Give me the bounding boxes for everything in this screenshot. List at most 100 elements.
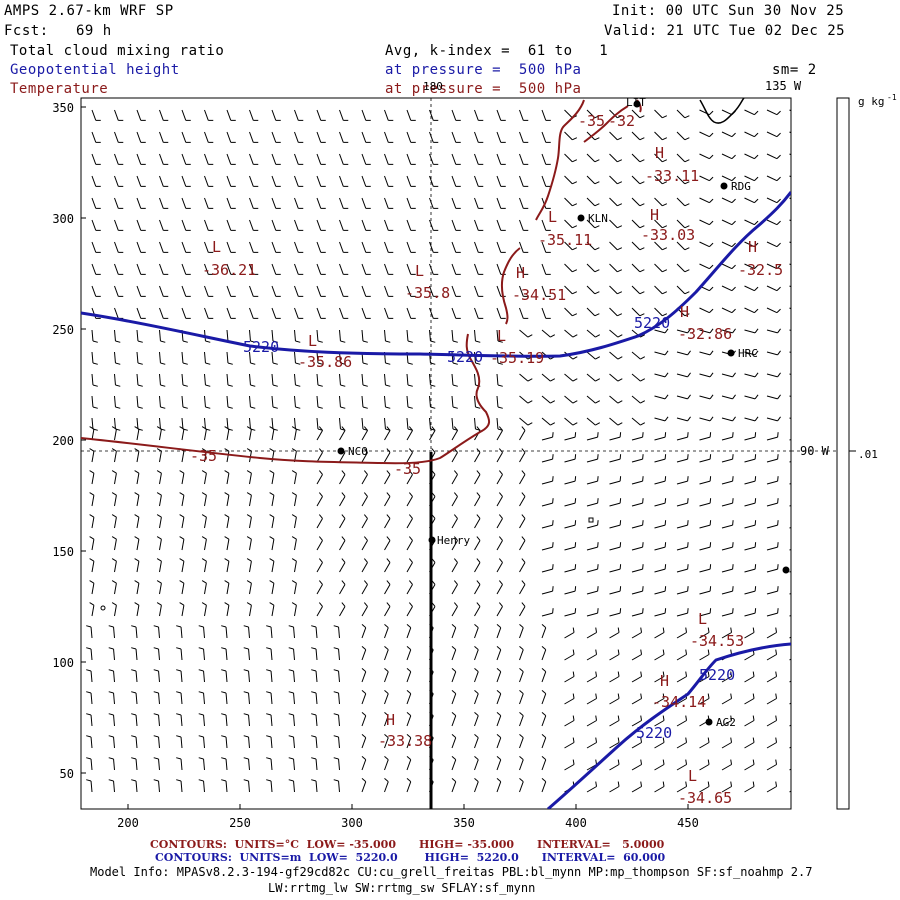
station-marker bbox=[727, 349, 735, 357]
wind-barb bbox=[159, 373, 166, 387]
wind-barb bbox=[204, 131, 214, 143]
wind-barb bbox=[86, 713, 93, 727]
wind-barb bbox=[361, 492, 368, 507]
wind-barb bbox=[654, 564, 667, 573]
height-label: 5220 bbox=[243, 338, 279, 356]
wind-barb bbox=[541, 373, 556, 382]
wind-barb bbox=[474, 307, 484, 319]
wind-barb bbox=[288, 735, 295, 749]
wind-barb bbox=[114, 175, 124, 187]
wind-barb bbox=[159, 329, 166, 343]
wind-barb bbox=[333, 669, 340, 683]
wind-barb bbox=[564, 671, 575, 683]
wind-barb bbox=[221, 625, 228, 639]
height-label: 5220 bbox=[634, 314, 670, 332]
wind-barb bbox=[496, 492, 503, 507]
wind-barb bbox=[361, 219, 371, 231]
wind-barb bbox=[541, 624, 547, 639]
wind-barb bbox=[744, 671, 755, 683]
wind-barb bbox=[111, 426, 117, 441]
wind-barb bbox=[246, 492, 252, 507]
wind-barb bbox=[339, 580, 346, 595]
wind-barb bbox=[339, 197, 349, 209]
station-marker bbox=[588, 517, 594, 523]
wind-barb bbox=[316, 307, 326, 319]
wind-barb bbox=[631, 197, 645, 207]
wind-barb bbox=[564, 693, 575, 705]
wind-barb bbox=[564, 175, 578, 185]
wind-barb bbox=[789, 351, 791, 353]
wind-barb bbox=[361, 175, 371, 187]
wind-barb bbox=[609, 432, 622, 441]
wind-barb bbox=[541, 307, 551, 319]
wind-barb bbox=[474, 448, 481, 463]
wind-barb bbox=[721, 328, 736, 334]
wind-barb bbox=[316, 109, 326, 121]
wind-barb bbox=[226, 307, 236, 319]
wind-barb bbox=[291, 426, 297, 441]
wind-barb bbox=[474, 602, 481, 617]
wind-barb bbox=[609, 263, 623, 273]
wind-barb bbox=[91, 175, 101, 187]
station-label: LIT bbox=[626, 96, 646, 109]
wind-barb bbox=[384, 646, 389, 661]
wind-barb bbox=[496, 536, 503, 551]
wind-barb bbox=[631, 520, 644, 529]
wind-barb bbox=[744, 498, 757, 507]
wind-barb bbox=[676, 586, 689, 595]
wind-barb bbox=[699, 542, 712, 551]
wind-barb bbox=[676, 131, 690, 141]
wind-barb bbox=[451, 646, 457, 661]
wind-barb bbox=[676, 627, 688, 639]
wind-barb bbox=[339, 426, 346, 441]
wind-barb bbox=[361, 109, 371, 121]
pressure-center-letter: L bbox=[688, 767, 697, 785]
wind-barb bbox=[153, 691, 160, 705]
wind-barb bbox=[541, 219, 551, 231]
wind-barb bbox=[451, 558, 458, 573]
wind-barb bbox=[609, 131, 623, 141]
wind-barb bbox=[451, 602, 458, 617]
wind-barb bbox=[451, 373, 458, 387]
wind-barb bbox=[179, 470, 185, 485]
wind-barb bbox=[676, 432, 689, 441]
wind-barb bbox=[249, 373, 256, 387]
wind-barb bbox=[744, 328, 759, 334]
wind-barb bbox=[91, 373, 98, 387]
pressure-center-letter: L bbox=[415, 262, 424, 280]
wind-barb bbox=[721, 498, 734, 507]
wind-barb bbox=[766, 627, 778, 639]
wind-barb bbox=[361, 602, 368, 617]
wind-barb bbox=[156, 580, 162, 595]
wind-barb bbox=[564, 395, 578, 404]
wind-barb bbox=[766, 520, 779, 529]
wind-barb bbox=[316, 580, 323, 595]
colorbar-unit: g kg bbox=[858, 95, 885, 108]
wind-barb bbox=[384, 558, 391, 573]
forecast-label: Fcst: bbox=[4, 23, 49, 39]
wind-barb bbox=[519, 329, 533, 338]
wind-barb bbox=[744, 350, 759, 356]
wind-barb bbox=[451, 624, 457, 639]
wind-barb bbox=[249, 153, 259, 165]
wind-barb bbox=[744, 693, 755, 705]
station-label: Henry bbox=[437, 534, 470, 547]
wind-barb bbox=[406, 536, 413, 551]
lon-label-135w: 135 W bbox=[765, 79, 802, 93]
wind-barb bbox=[406, 470, 413, 485]
wind-barb bbox=[519, 448, 526, 463]
wind-barb bbox=[789, 395, 791, 397]
wind-barb bbox=[721, 241, 736, 248]
wind-barb bbox=[136, 109, 146, 121]
x-tick-label: 400 bbox=[565, 816, 587, 830]
wind-barb bbox=[654, 649, 665, 661]
wind-barb bbox=[564, 285, 578, 295]
wind-barb bbox=[316, 285, 326, 297]
wind-barb bbox=[541, 778, 547, 793]
wind-barb bbox=[361, 285, 371, 297]
wind-barb bbox=[384, 175, 394, 187]
wind-barb bbox=[249, 109, 259, 121]
model-info-physics: LW:rrtmg_lw SW:rrtmg_sw SFLAY:sf_mynn bbox=[268, 881, 536, 895]
wind-barb bbox=[181, 131, 191, 143]
wind-barb bbox=[429, 426, 436, 441]
